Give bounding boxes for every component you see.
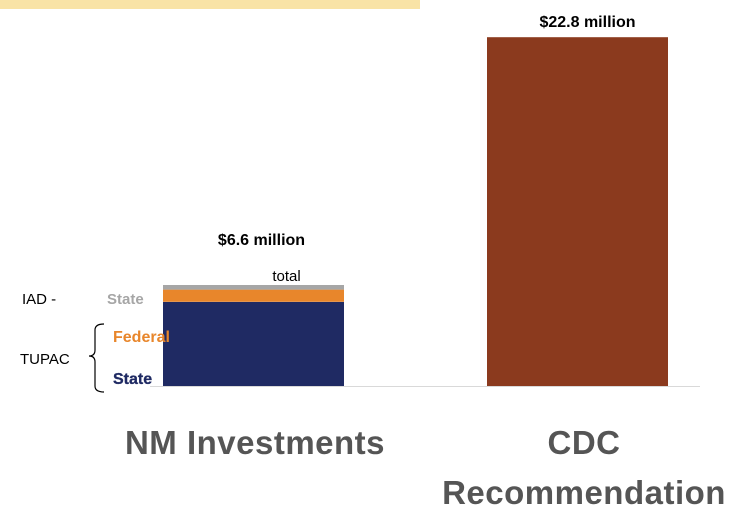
annotation-tupac: TUPAC [20, 351, 70, 368]
bar-nm-investments-tupac-state [163, 301, 344, 387]
decorative-header-strip [0, 0, 420, 9]
bar-cdc-recommendation-total-segment [487, 37, 668, 386]
category-label-1-line-1: Recommendation [442, 474, 726, 511]
value-label-nm-investments: $6.6 million [218, 232, 305, 249]
bar-nm-investments-tupac-federal [163, 289, 344, 302]
annotation-iad-state: State [107, 291, 144, 308]
annotation-iad-prefix: IAD - [22, 291, 56, 308]
tupac-bracket [88, 323, 105, 393]
annotation-tupac-state: State [113, 371, 152, 388]
value-label-cdc-recommendation: $22.8 million [539, 14, 635, 31]
category-label-0-line-0: NM Investments [125, 424, 385, 461]
annotation-tupac-federal: Federal [113, 329, 170, 346]
value-sublabel-total: total [272, 268, 300, 285]
bar-nm-investments-iad-state [163, 285, 344, 290]
category-label-1-line-0: CDC [548, 424, 621, 461]
annotation-tupac-state-overlay: State [113, 371, 152, 388]
